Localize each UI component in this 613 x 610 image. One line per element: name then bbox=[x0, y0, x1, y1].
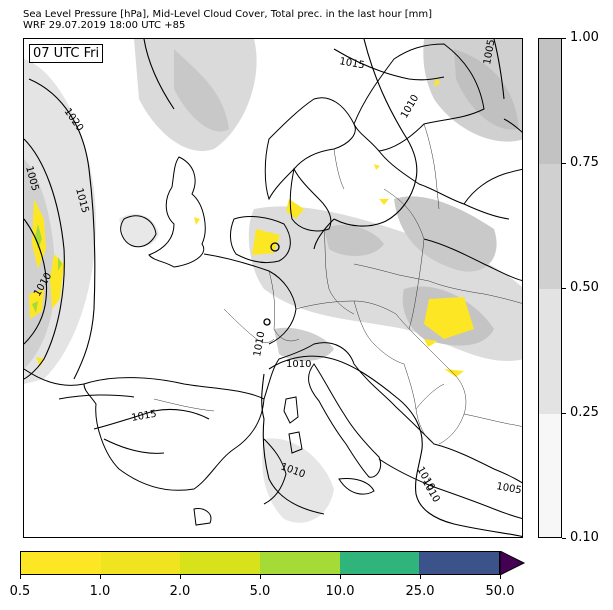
chart-subtitle: WRF 29.07.2019 18:00 UTC +85 bbox=[23, 20, 186, 31]
precip-tick-label: 50.0 bbox=[485, 584, 515, 599]
map-canvas: 1020 1015 1005 1015 1010 1010 1005 1010 … bbox=[24, 39, 522, 537]
cloud-tick-label: 0.25 bbox=[570, 405, 599, 420]
precip-extend-arrow bbox=[500, 551, 526, 575]
precip-level-5 bbox=[339, 552, 420, 574]
cloud-level-4 bbox=[539, 39, 561, 164]
isobar-label: 1010 bbox=[252, 331, 267, 358]
precip-tick-label: 2.0 bbox=[169, 584, 191, 599]
precip-level-2 bbox=[100, 552, 181, 574]
precip-tick bbox=[420, 575, 421, 579]
isobars bbox=[24, 39, 522, 537]
isobar-label: 1015 bbox=[338, 56, 365, 71]
cloud-tick-label: 0.10 bbox=[570, 530, 599, 545]
cloud-tick bbox=[562, 413, 566, 414]
precip-tick-label: 1.0 bbox=[89, 584, 111, 599]
precip-tick-label: 10.0 bbox=[325, 584, 355, 599]
chart-title: Sea Level Pressure [hPa], Mid-Level Clou… bbox=[23, 9, 433, 20]
precip-level-1 bbox=[21, 552, 101, 574]
precipitation-colorbar bbox=[20, 551, 500, 575]
isobar-label: 1010 bbox=[419, 477, 441, 505]
cloud-tick-label: 0.50 bbox=[570, 280, 599, 295]
precip-tick-label: 5.0 bbox=[249, 584, 271, 599]
cloud-level-2 bbox=[539, 289, 561, 414]
isobar-label: 1005 bbox=[482, 39, 497, 66]
cloud-tick bbox=[562, 538, 566, 539]
precip-tick-label: 25.0 bbox=[405, 584, 435, 599]
precip-tick bbox=[180, 575, 181, 579]
isobar-label: 1010 bbox=[399, 93, 421, 121]
cloud-level-1 bbox=[539, 414, 561, 537]
city-marker bbox=[263, 242, 280, 326]
cloud-tick bbox=[562, 38, 566, 39]
precip-tick bbox=[100, 575, 101, 579]
forecast-time-label: 07 UTC Fri bbox=[29, 44, 104, 63]
coastlines bbox=[24, 43, 522, 526]
cloud-level-3 bbox=[539, 164, 561, 289]
country-borders bbox=[153, 123, 522, 445]
cloud-tick-label: 0.75 bbox=[570, 155, 599, 170]
precip-tick bbox=[340, 575, 341, 579]
precip-level-3 bbox=[180, 552, 261, 574]
precip-tick bbox=[260, 575, 261, 579]
precip-tick bbox=[500, 575, 501, 579]
isobar-label: 1005 bbox=[24, 165, 40, 192]
isobar-label: 1010 bbox=[286, 359, 311, 370]
cloud-tick bbox=[562, 163, 566, 164]
precip-tick bbox=[20, 575, 21, 579]
cloud-tick bbox=[562, 288, 566, 289]
precip-level-4 bbox=[260, 552, 340, 574]
cloud-tick-label: 1.00 bbox=[570, 30, 599, 45]
cloud-cover-colorbar bbox=[538, 38, 562, 538]
isobar-label: 1005 bbox=[495, 481, 522, 496]
precipitation-layer bbox=[29, 77, 474, 377]
precip-level-6 bbox=[419, 552, 500, 574]
isobar-label: 1015 bbox=[131, 409, 158, 424]
weather-map: 1020 1015 1005 1015 1010 1010 1005 1010 … bbox=[23, 38, 523, 538]
precip-tick-label: 0.5 bbox=[9, 584, 31, 599]
